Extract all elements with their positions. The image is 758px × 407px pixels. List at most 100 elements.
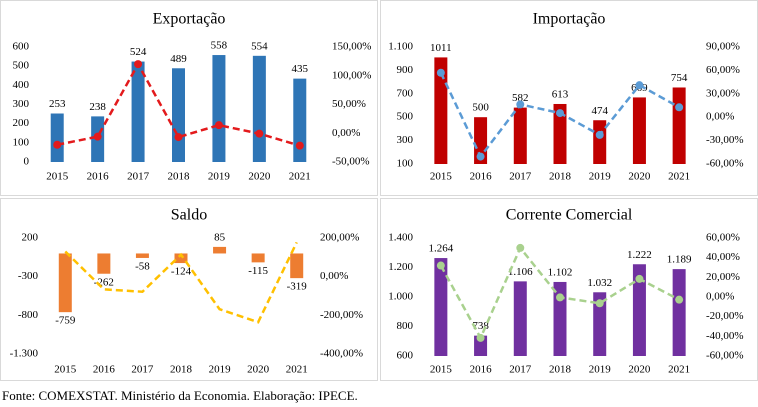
x-tick-label: 2020 bbox=[248, 171, 271, 183]
y-tick-label: 100 bbox=[397, 158, 414, 170]
bar bbox=[593, 292, 607, 356]
bar bbox=[212, 55, 226, 162]
data-label: 85 bbox=[214, 231, 226, 243]
bar bbox=[672, 87, 686, 164]
y-tick-label: 1.000 bbox=[388, 291, 413, 303]
source-note: Fonte: COMEXSTAT. Ministério da Economia… bbox=[2, 388, 358, 403]
data-label: 435 bbox=[292, 63, 309, 75]
y-tick-label: 600 bbox=[397, 350, 414, 362]
y2-tick-label: 0,00% bbox=[706, 291, 734, 303]
x-tick-label: 2016 bbox=[470, 364, 493, 376]
line-marker bbox=[436, 68, 445, 77]
y-tick-label: -300 bbox=[18, 270, 39, 282]
line-marker bbox=[675, 295, 684, 304]
line-marker bbox=[635, 274, 644, 283]
data-label: 1.264 bbox=[428, 243, 453, 255]
y-tick-label: 0 bbox=[24, 156, 30, 168]
y2-tick-label: 0,00% bbox=[706, 111, 734, 123]
bar bbox=[135, 253, 149, 258]
data-label: 489 bbox=[170, 53, 187, 65]
x-tick-label: 2019 bbox=[208, 171, 231, 183]
bar bbox=[672, 269, 686, 356]
bar bbox=[252, 55, 266, 162]
x-tick-label: 2016 bbox=[470, 171, 493, 183]
y-tick-label: 1.400 bbox=[388, 232, 413, 244]
bar bbox=[553, 103, 567, 164]
x-tick-label: 2021 bbox=[286, 364, 308, 376]
data-label: 554 bbox=[251, 40, 268, 52]
chart-title: Exportação bbox=[153, 11, 226, 28]
chart-title: Importação bbox=[533, 11, 606, 28]
data-label: 524 bbox=[130, 46, 147, 58]
x-tick-label: 2021 bbox=[289, 171, 311, 183]
x-tick-label: 2017 bbox=[131, 364, 154, 376]
line-marker bbox=[595, 299, 604, 308]
chart-title: Saldo bbox=[171, 207, 207, 224]
x-tick-label: 2020 bbox=[628, 364, 651, 376]
bar bbox=[97, 253, 111, 274]
line-marker bbox=[174, 133, 183, 142]
y2-tick-label: 0,00% bbox=[332, 127, 360, 139]
line-marker bbox=[595, 130, 604, 139]
bar bbox=[293, 78, 307, 162]
data-label: 238 bbox=[89, 101, 106, 113]
line-marker bbox=[255, 129, 264, 138]
bar bbox=[513, 107, 527, 164]
y2-tick-label: -40,00% bbox=[706, 330, 744, 342]
y-tick-label: 500 bbox=[13, 60, 30, 72]
line-marker bbox=[436, 261, 445, 270]
bar bbox=[632, 264, 646, 356]
x-tick-label: 2019 bbox=[589, 364, 612, 376]
data-label: 1.106 bbox=[508, 266, 533, 278]
x-tick-label: 2015 bbox=[54, 364, 77, 376]
y2-tick-label: 60,00% bbox=[706, 232, 740, 244]
y-tick-label: 100 bbox=[13, 136, 30, 148]
line-marker bbox=[635, 81, 644, 90]
bar bbox=[251, 253, 265, 263]
y-tick-label: -1.300 bbox=[10, 348, 39, 360]
data-label: -115 bbox=[248, 265, 268, 277]
bar bbox=[434, 258, 448, 356]
bar bbox=[632, 97, 646, 164]
data-label: 1.032 bbox=[587, 277, 612, 289]
y-tick-label: 300 bbox=[397, 134, 414, 146]
y2-tick-label: -50,00% bbox=[332, 156, 370, 168]
y-tick-label: 800 bbox=[397, 320, 414, 332]
data-label: 754 bbox=[671, 72, 688, 84]
data-label: 1.102 bbox=[548, 266, 573, 278]
data-label: -759 bbox=[55, 315, 76, 327]
y-tick-label: 300 bbox=[13, 98, 30, 110]
y2-tick-label: 150,00% bbox=[332, 41, 371, 53]
y-tick-label: -800 bbox=[18, 309, 39, 321]
x-tick-label: 2018 bbox=[170, 364, 193, 376]
bar bbox=[434, 57, 448, 165]
y2-tick-label: -60,00% bbox=[706, 158, 744, 170]
x-tick-label: 2015 bbox=[430, 171, 453, 183]
bar bbox=[290, 253, 304, 279]
line-marker bbox=[295, 141, 304, 150]
line-marker bbox=[516, 100, 525, 109]
data-label: 474 bbox=[591, 105, 608, 117]
x-tick-label: 2017 bbox=[509, 364, 532, 376]
bar bbox=[474, 335, 488, 356]
y2-tick-label: -20,00% bbox=[706, 310, 744, 322]
x-tick-label: 2019 bbox=[589, 171, 612, 183]
y-tick-label: 1.200 bbox=[388, 261, 413, 273]
data-label: -319 bbox=[287, 281, 308, 293]
y2-tick-label: 20,00% bbox=[706, 271, 740, 283]
line-marker bbox=[476, 333, 485, 342]
x-tick-label: 2017 bbox=[509, 171, 532, 183]
data-label: 1.189 bbox=[667, 254, 692, 266]
line-marker bbox=[476, 152, 485, 161]
y-tick-label: 200 bbox=[13, 117, 30, 129]
line-marker bbox=[53, 140, 62, 149]
bar bbox=[593, 120, 607, 164]
y-tick-label: 700 bbox=[397, 87, 414, 99]
y-tick-label: 500 bbox=[397, 111, 414, 123]
bar bbox=[172, 68, 185, 162]
line-marker bbox=[93, 132, 102, 141]
bar bbox=[174, 253, 188, 264]
x-tick-label: 2016 bbox=[93, 364, 116, 376]
bar bbox=[50, 113, 64, 162]
